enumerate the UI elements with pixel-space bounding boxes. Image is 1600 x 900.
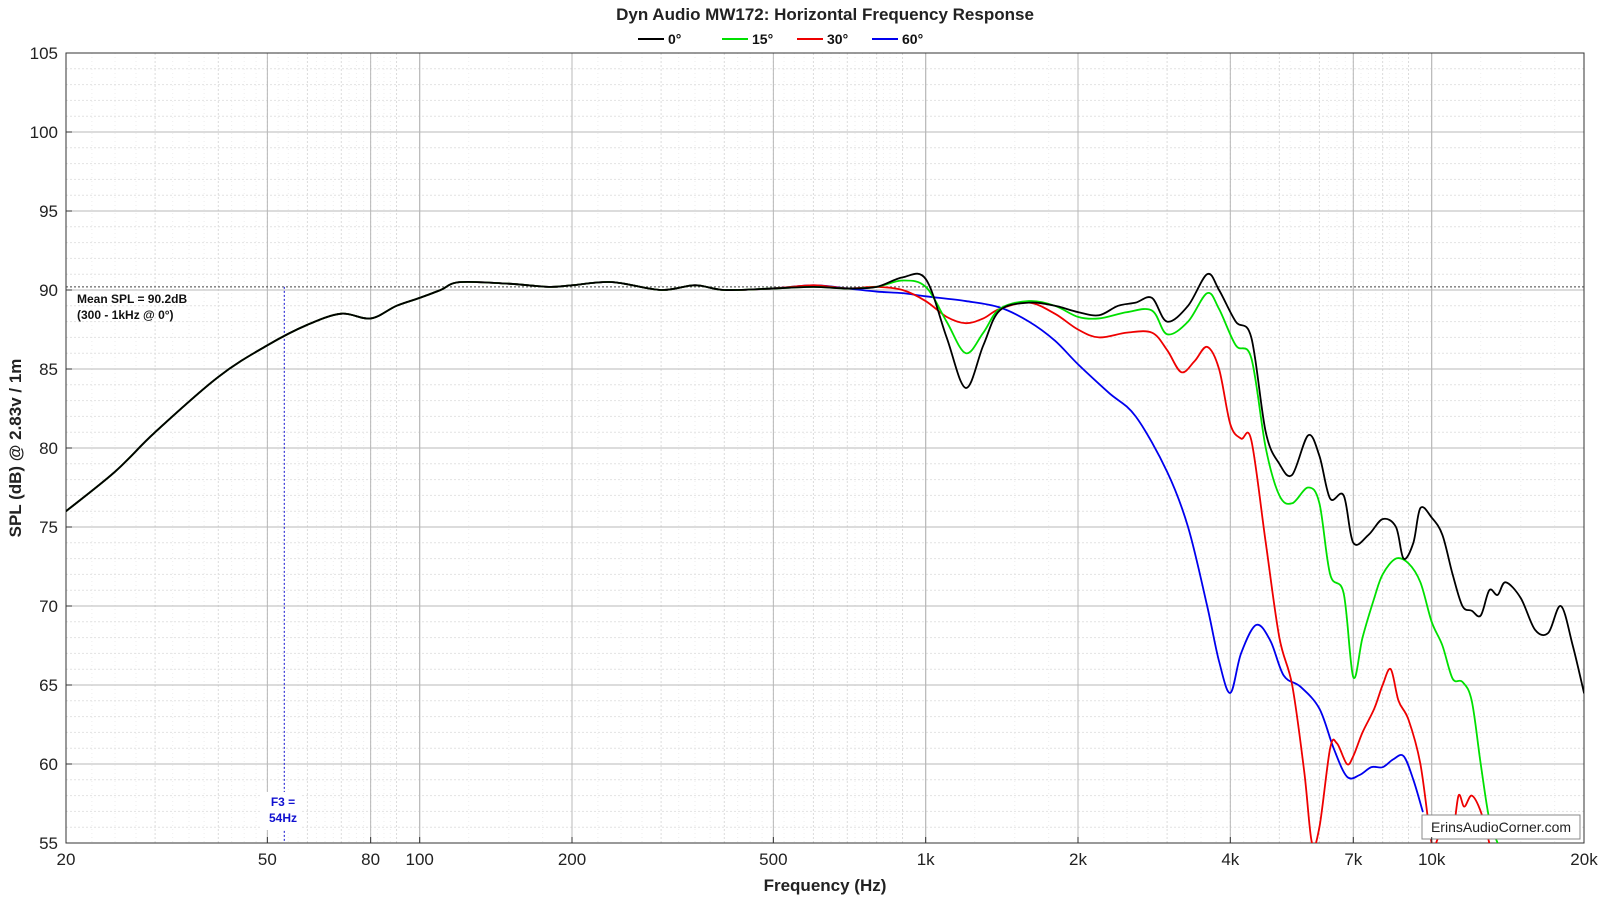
x-tick-label: 80 — [361, 850, 380, 869]
x-axis-ticks: 20 50 80 100 200 500 1k 2k 4k 7k 10k 20k — [57, 837, 1598, 869]
y-axis-title: SPL (dB) @ 2.83v / 1m — [6, 359, 25, 538]
x-tick-label: 20 — [57, 850, 76, 869]
x-tick-label: 100 — [405, 850, 433, 869]
x-tick-label: 200 — [558, 850, 586, 869]
x-tick-label: 1k — [917, 850, 935, 869]
y-tick-label: 60 — [39, 755, 58, 774]
y-tick-label: 75 — [39, 518, 58, 537]
f3-label-background — [262, 792, 302, 830]
watermark-label: ErinsAudioCorner.com — [1431, 819, 1571, 835]
watermark-background — [1421, 814, 1581, 840]
y-tick-label: 70 — [39, 597, 58, 616]
y-tick-label: 95 — [39, 202, 58, 221]
chart-title: Dyn Audio MW172: Horizontal Frequency Re… — [616, 5, 1034, 24]
series-layer — [66, 272, 1584, 843]
x-axis-title: Frequency (Hz) — [764, 876, 887, 895]
x-tick-label: 500 — [759, 850, 787, 869]
x-tick-label: 2k — [1069, 850, 1087, 869]
watermark: ErinsAudioCorner.com — [1421, 814, 1581, 840]
f3-annotation: F3 = 54Hz — [262, 792, 302, 830]
mean-spl-annotation: Mean SPL = 90.2dB (300 - 1kHz @ 0°) — [77, 292, 187, 322]
mean-spl-label: Mean SPL = 90.2dB — [77, 292, 187, 306]
series-line-0deg — [66, 272, 1584, 694]
y-tick-label: 80 — [39, 439, 58, 458]
mean-spl-range-label: (300 - 1kHz @ 0°) — [77, 308, 174, 322]
y-tick-label: 55 — [39, 834, 58, 853]
legend-label-30deg: 30° — [827, 31, 848, 47]
x-tick-label: 7k — [1344, 850, 1362, 869]
x-tick-label: 50 — [258, 850, 277, 869]
y-axis-ticks: 55 60 65 70 75 80 85 90 95 100 105 — [30, 44, 72, 853]
f3-value-label: 54Hz — [269, 811, 297, 825]
reference-lines — [66, 286, 1584, 843]
x-tick-label: 20k — [1570, 850, 1598, 869]
legend: 0° 15° 30° 60° — [638, 31, 923, 47]
legend-label-0deg: 0° — [668, 31, 681, 47]
y-tick-label: 65 — [39, 676, 58, 695]
y-tick-label: 100 — [30, 123, 58, 142]
f3-label: F3 = — [271, 795, 295, 809]
y-tick-label: 105 — [30, 44, 58, 63]
x-tick-label: 4k — [1221, 850, 1239, 869]
legend-label-15deg: 15° — [752, 31, 773, 47]
x-tick-label: 10k — [1418, 850, 1446, 869]
legend-label-60deg: 60° — [902, 31, 923, 47]
y-tick-label: 90 — [39, 281, 58, 300]
y-tick-label: 85 — [39, 360, 58, 379]
